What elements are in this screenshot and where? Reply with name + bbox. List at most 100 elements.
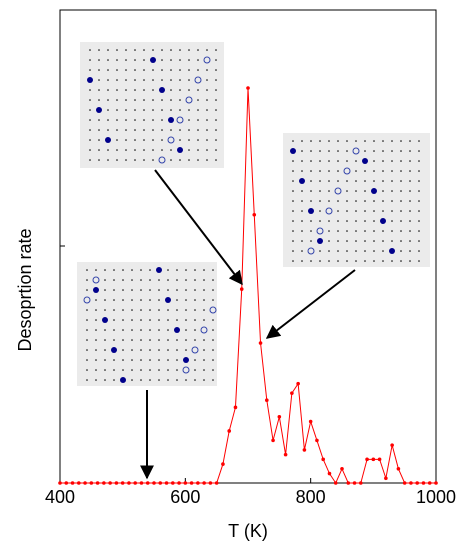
site [86, 269, 88, 271]
point [402, 481, 407, 485]
site [116, 79, 118, 81]
site [107, 129, 109, 131]
site [152, 149, 154, 151]
site [310, 240, 312, 242]
site [143, 99, 145, 101]
site [337, 260, 339, 262]
point [258, 341, 263, 345]
site [122, 359, 124, 361]
site [319, 170, 321, 172]
point [189, 481, 194, 485]
site [391, 190, 393, 192]
point [340, 467, 344, 471]
site [391, 200, 393, 202]
site [194, 319, 196, 321]
site [346, 150, 348, 152]
site [179, 129, 181, 131]
atom [120, 377, 126, 383]
point [396, 467, 401, 471]
site [319, 250, 321, 252]
site [292, 140, 294, 142]
atom [362, 158, 368, 164]
site [301, 200, 303, 202]
site [197, 119, 199, 121]
site [328, 150, 330, 152]
site [107, 69, 109, 71]
site [161, 139, 163, 141]
site [409, 200, 411, 202]
site [310, 170, 312, 172]
site [203, 269, 205, 271]
site [319, 210, 321, 212]
site [149, 299, 151, 301]
point [208, 481, 213, 485]
site [104, 279, 106, 281]
site [140, 349, 142, 351]
point [77, 481, 81, 485]
point [371, 457, 376, 462]
site [391, 150, 393, 152]
point [139, 481, 144, 485]
site [131, 339, 133, 341]
site [131, 319, 133, 321]
atom-ring [325, 207, 333, 215]
site [104, 379, 106, 381]
site [143, 149, 145, 151]
site [113, 369, 115, 371]
site [391, 260, 393, 262]
site [140, 369, 142, 371]
site [400, 140, 402, 142]
site [310, 180, 312, 182]
site [355, 250, 357, 252]
site [170, 159, 172, 161]
site [104, 309, 106, 311]
site [86, 379, 88, 381]
site [179, 79, 181, 81]
atom [105, 137, 111, 143]
site [400, 250, 402, 252]
site [95, 329, 97, 331]
site [131, 309, 133, 311]
site [149, 349, 151, 351]
site [86, 349, 88, 351]
site [310, 230, 312, 232]
point [246, 86, 250, 90]
site [188, 109, 190, 111]
site [98, 139, 100, 141]
site [418, 260, 420, 262]
site [212, 349, 214, 351]
site [98, 49, 100, 51]
site [86, 289, 88, 291]
site [355, 170, 357, 172]
site [373, 210, 375, 212]
site [194, 299, 196, 301]
site [107, 79, 109, 81]
point [114, 481, 119, 485]
site [215, 159, 217, 161]
site [176, 319, 178, 321]
site [292, 230, 294, 232]
atom-ring [316, 227, 324, 235]
site [382, 260, 384, 262]
site [292, 210, 294, 212]
site [373, 240, 375, 242]
point [102, 481, 106, 485]
atom [165, 297, 171, 303]
site [95, 299, 97, 301]
site [328, 260, 330, 262]
site [188, 69, 190, 71]
site [116, 149, 118, 151]
site [107, 119, 109, 121]
site [203, 339, 205, 341]
site [95, 339, 97, 341]
site [409, 250, 411, 252]
site [95, 319, 97, 321]
site [170, 99, 172, 101]
site [152, 79, 154, 81]
site [113, 299, 115, 301]
site [337, 220, 339, 222]
point [265, 398, 269, 403]
site [212, 379, 214, 381]
site [355, 160, 357, 162]
site [355, 240, 357, 242]
